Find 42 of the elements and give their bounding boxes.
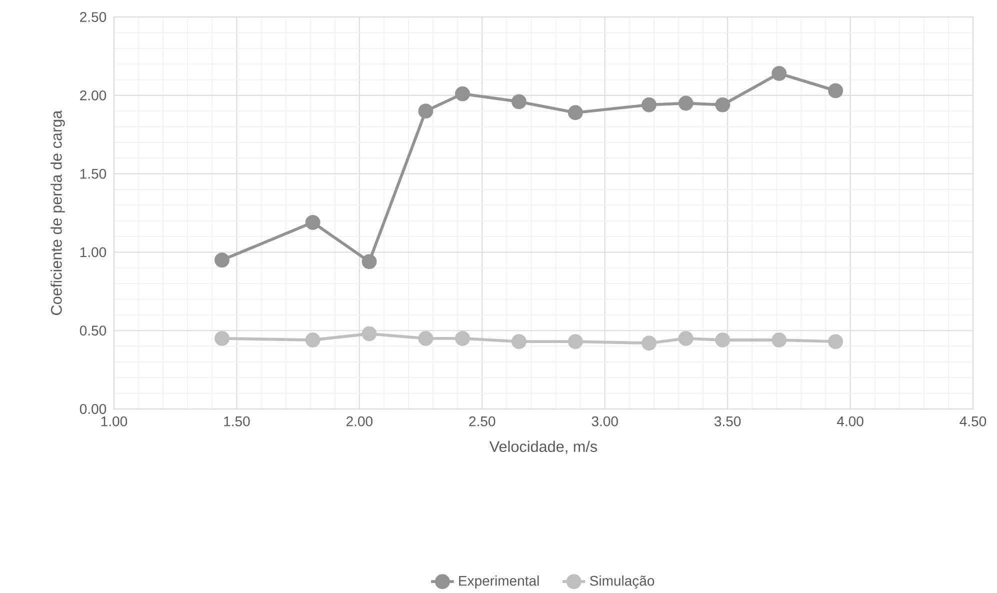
point <box>772 66 787 81</box>
point <box>715 97 730 112</box>
point <box>214 252 230 268</box>
point <box>305 332 320 348</box>
y-tick-label: 0.50 <box>80 326 106 336</box>
y-tick-label: 0.00 <box>80 404 106 414</box>
y-tick-label: 1.50 <box>80 168 106 179</box>
point <box>772 332 787 348</box>
legend-label: Experimental <box>459 576 539 589</box>
x-tick-label: 4.00 <box>836 416 864 426</box>
point <box>214 330 230 346</box>
point <box>362 326 377 342</box>
x-tick-label: 2.50 <box>469 416 496 426</box>
point <box>362 254 377 270</box>
point <box>305 214 320 230</box>
point <box>568 105 583 120</box>
point <box>455 330 470 346</box>
y-tick-label: 1.00 <box>80 247 106 258</box>
point <box>828 334 844 350</box>
point <box>678 330 694 346</box>
x-tick-label: 4.50 <box>960 416 986 426</box>
y-tick-label: 2.00 <box>80 90 106 100</box>
x-tick-label: 1.00 <box>101 416 128 426</box>
point <box>642 97 657 112</box>
point <box>828 83 844 98</box>
x-tick-label: 1.50 <box>224 416 250 426</box>
y-axis-title: Coeficiente de perda de carga <box>50 110 65 315</box>
point <box>568 334 583 350</box>
point <box>642 336 657 351</box>
x-tick-label: 2.00 <box>346 416 372 426</box>
y-tick-label: 2.50 <box>80 12 106 22</box>
x-tick-label: 3.50 <box>714 416 741 426</box>
point <box>418 330 434 346</box>
point <box>418 104 434 119</box>
point <box>678 96 694 111</box>
x-axis-title: Velocidade, m/s <box>489 440 598 454</box>
point <box>511 334 526 350</box>
point <box>511 94 526 110</box>
point <box>455 86 470 102</box>
x-tick-label: 3.00 <box>592 416 618 426</box>
point <box>715 332 730 348</box>
legend-label: Simulação <box>590 576 654 589</box>
